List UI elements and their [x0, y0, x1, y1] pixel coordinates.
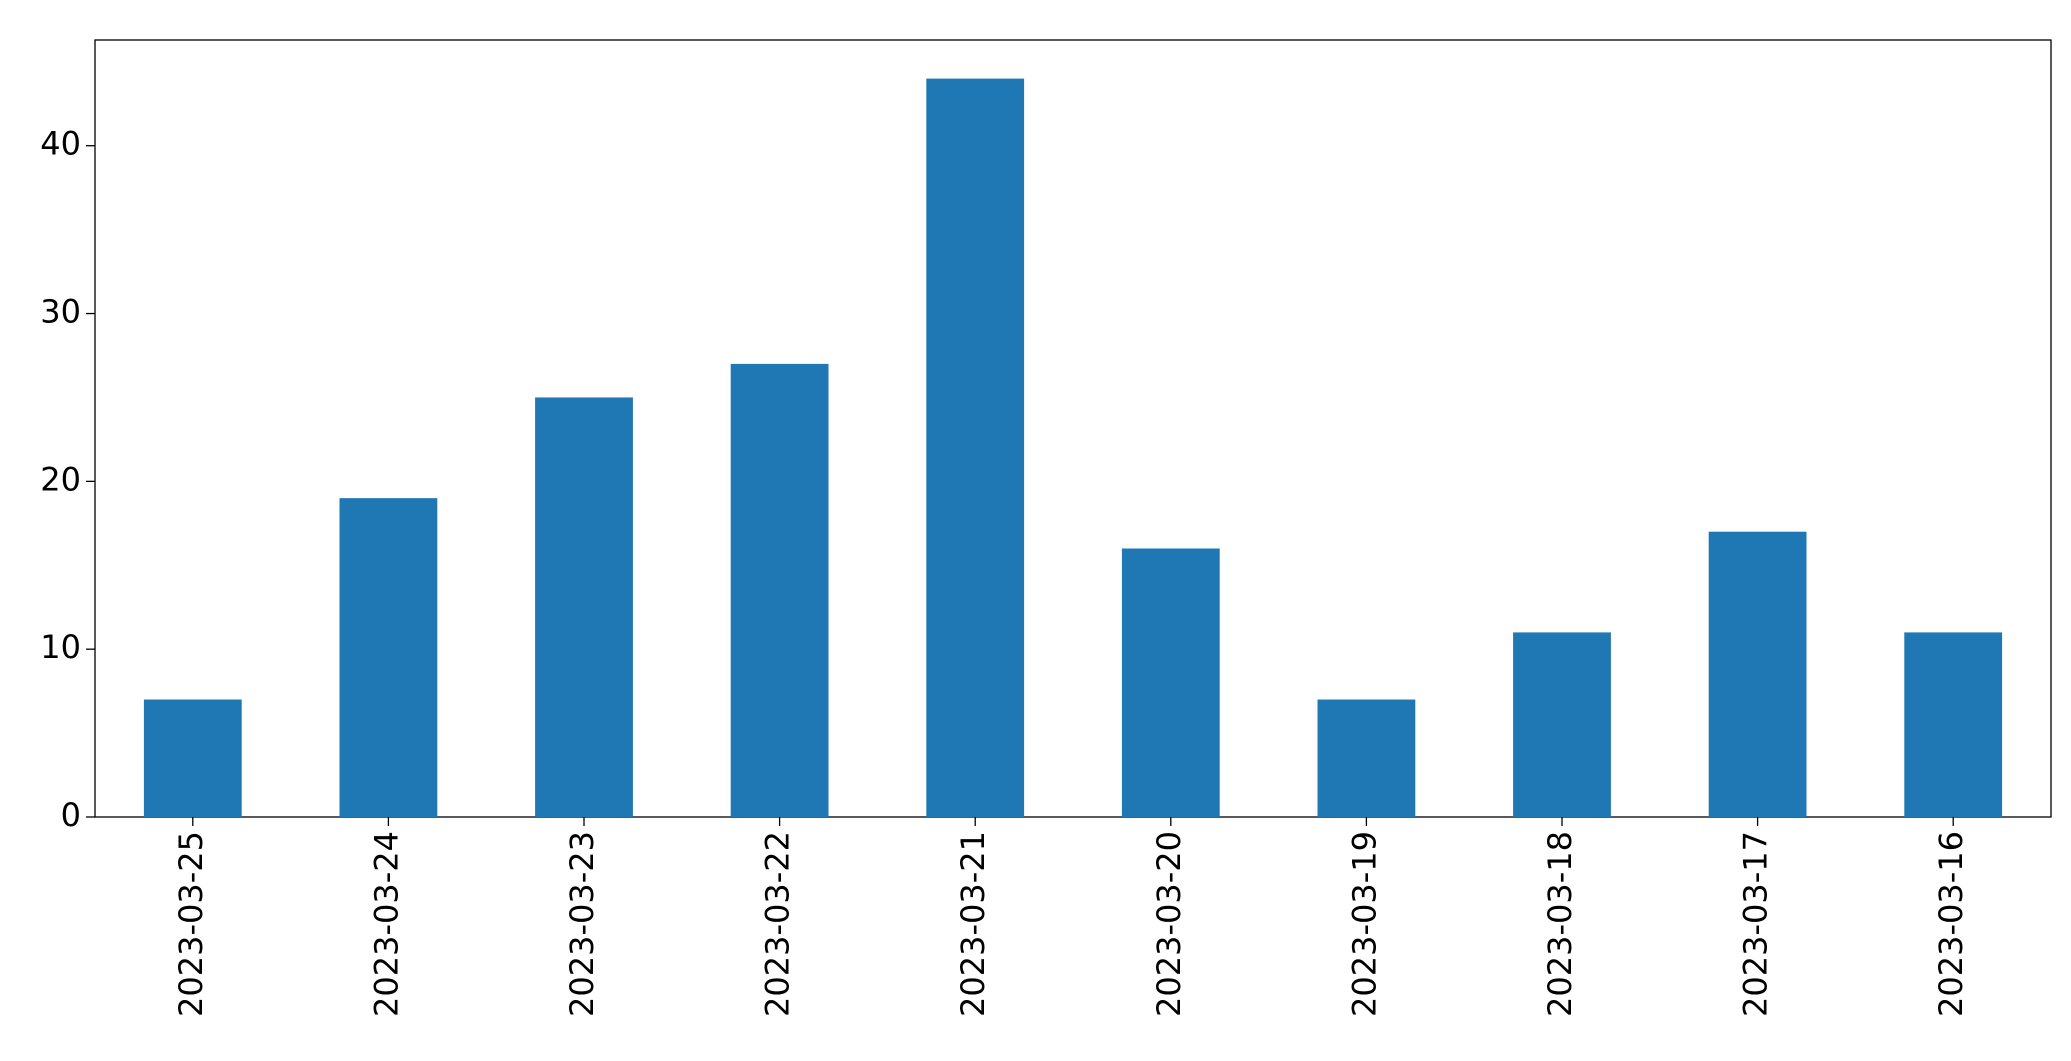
bar	[535, 397, 633, 817]
y-tick-label: 0	[61, 796, 81, 834]
x-tick-label: 2023-03-19	[1345, 831, 1383, 1017]
x-tick-label: 2023-03-17	[1737, 831, 1775, 1017]
y-tick-label: 30	[40, 293, 81, 331]
y-tick-label: 20	[40, 460, 81, 498]
bar	[1121, 548, 1220, 817]
y-tick-label: 40	[40, 125, 81, 163]
axes-frame	[94, 39, 2052, 818]
bar	[730, 363, 829, 817]
x-tick-label: 2023-03-21	[954, 831, 992, 1017]
x-tick-label: 2023-03-24	[367, 831, 405, 1017]
bar	[339, 498, 438, 817]
x-tick-label: 2023-03-16	[1932, 831, 1970, 1017]
x-tick-label: 2023-03-18	[1541, 831, 1579, 1017]
bar	[143, 699, 242, 817]
x-tick-label: 2023-03-22	[759, 831, 797, 1017]
bar	[926, 78, 1025, 818]
bar	[1317, 699, 1416, 817]
bar	[1513, 632, 1611, 817]
x-tick-label: 2023-03-20	[1150, 831, 1188, 1017]
x-tick-label: 2023-03-23	[563, 831, 601, 1017]
bar	[1708, 531, 1807, 817]
bar	[1904, 632, 2003, 817]
y-tick-label: 10	[40, 628, 81, 666]
x-tick-label: 2023-03-25	[172, 831, 210, 1017]
